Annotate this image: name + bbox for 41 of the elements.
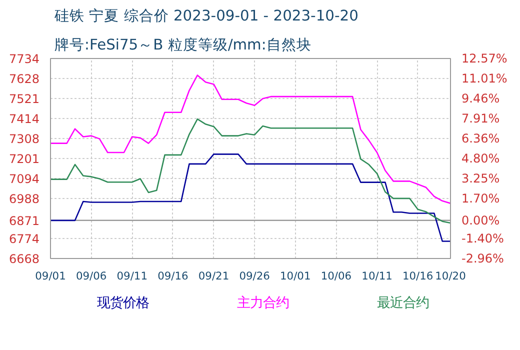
x-tick-label: 10/01 xyxy=(280,270,311,282)
chart-subtitle: 牌号:FeSi75～B 粒度等级/mm:自然块 xyxy=(54,36,312,54)
line-series xyxy=(50,154,450,242)
y-tick-label: 6988 xyxy=(8,192,40,206)
y2-tick-label: 11.01% xyxy=(462,72,508,86)
y2-tick-label: 3.25% xyxy=(462,172,500,186)
line-series xyxy=(50,118,450,224)
y2-tick-label: 12.57% xyxy=(462,52,508,66)
text: 现货价格 xyxy=(97,295,149,312)
y-tick-label: 6871 xyxy=(8,214,40,228)
y2-tick-label: -2.96% xyxy=(462,252,504,266)
y-tick-label: 7414 xyxy=(8,112,40,126)
line-series xyxy=(50,74,450,204)
y-tick-label: 6774 xyxy=(8,232,40,246)
y2-tick-label: 0.00% xyxy=(462,213,500,228)
y2-tick-label: 4.80% xyxy=(462,152,500,166)
y-tick-label: 7628 xyxy=(8,72,40,86)
x-tick-label: 10/06 xyxy=(320,270,352,282)
chart-title: 硅铁 宁夏 综合价 2023-09-01 - 2023-10-20 xyxy=(54,8,358,24)
x-tick-label: 09/01 xyxy=(35,270,66,282)
y-tick-label: 6668 xyxy=(8,252,40,266)
x-tick-label: 09/11 xyxy=(116,270,148,282)
y-tick-label: 7308 xyxy=(8,132,40,146)
text: 最近合约 xyxy=(377,295,429,312)
y-tick-label: 7201 xyxy=(8,152,40,166)
y-tick-label: 7521 xyxy=(8,92,40,106)
y-tick-label: 7734 xyxy=(8,52,40,66)
text: 主力合约 xyxy=(237,294,289,312)
x-tick-label: 09/26 xyxy=(239,270,270,282)
y2-tick-label: 9.46% xyxy=(462,92,500,106)
x-tick-label: 10/11 xyxy=(362,270,392,282)
y2-tick-label: 7.91% xyxy=(462,112,500,126)
x-tick-label: 09/06 xyxy=(76,270,107,282)
y2-tick-label: -1.40% xyxy=(462,231,504,246)
x-tick-label: 09/16 xyxy=(158,270,189,282)
x-tick-label: 10/16 xyxy=(402,270,434,282)
x-tick-label: 10/20 xyxy=(435,270,466,282)
y2-tick-label: 1.70% xyxy=(462,191,500,206)
y-tick-label: 7094 xyxy=(8,172,40,186)
y2-tick-label: 6.36% xyxy=(462,131,500,146)
x-tick-label: 09/21 xyxy=(198,270,230,282)
